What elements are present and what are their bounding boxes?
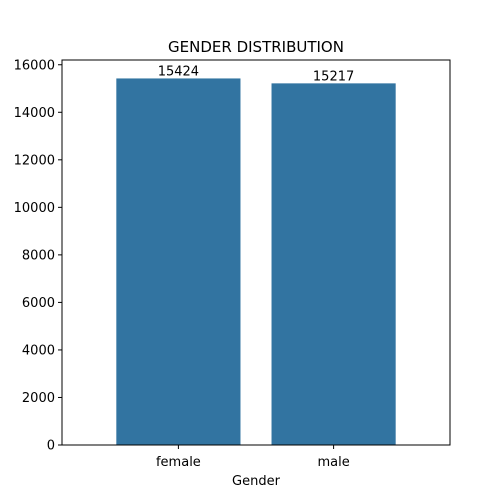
y-axis: 0 2000 4000 6000 8000 10000 12000 14000 16000 <box>14 58 62 454</box>
y-tick-label-2000: 2000 <box>22 391 55 406</box>
x-axis-label: Gender <box>232 474 281 489</box>
y-tick-label-10000: 10000 <box>14 201 55 216</box>
x-axis: female male <box>156 445 350 470</box>
data-labels-layer: 15424 15217 <box>158 64 355 84</box>
data-label-male: 15217 <box>313 69 354 84</box>
data-label-female: 15424 <box>158 64 199 79</box>
x-tick-label-female: female <box>156 455 201 470</box>
plot-frame <box>61 59 451 446</box>
y-tick-label-0: 0 <box>47 439 55 454</box>
y-tick-label-6000: 6000 <box>22 296 55 311</box>
chart-title: GENDER DISTRIBUTION <box>168 38 344 56</box>
bar-female <box>116 78 241 445</box>
y-tick-label-12000: 12000 <box>14 153 55 168</box>
y-tick-label-8000: 8000 <box>22 248 55 263</box>
y-tick-label-16000: 16000 <box>14 58 55 73</box>
bars-layer <box>116 78 396 445</box>
y-tick-label-14000: 14000 <box>14 106 55 121</box>
y-tick-label-4000: 4000 <box>22 343 55 358</box>
x-tick-label-male: male <box>317 455 349 470</box>
bar-male <box>271 83 396 445</box>
